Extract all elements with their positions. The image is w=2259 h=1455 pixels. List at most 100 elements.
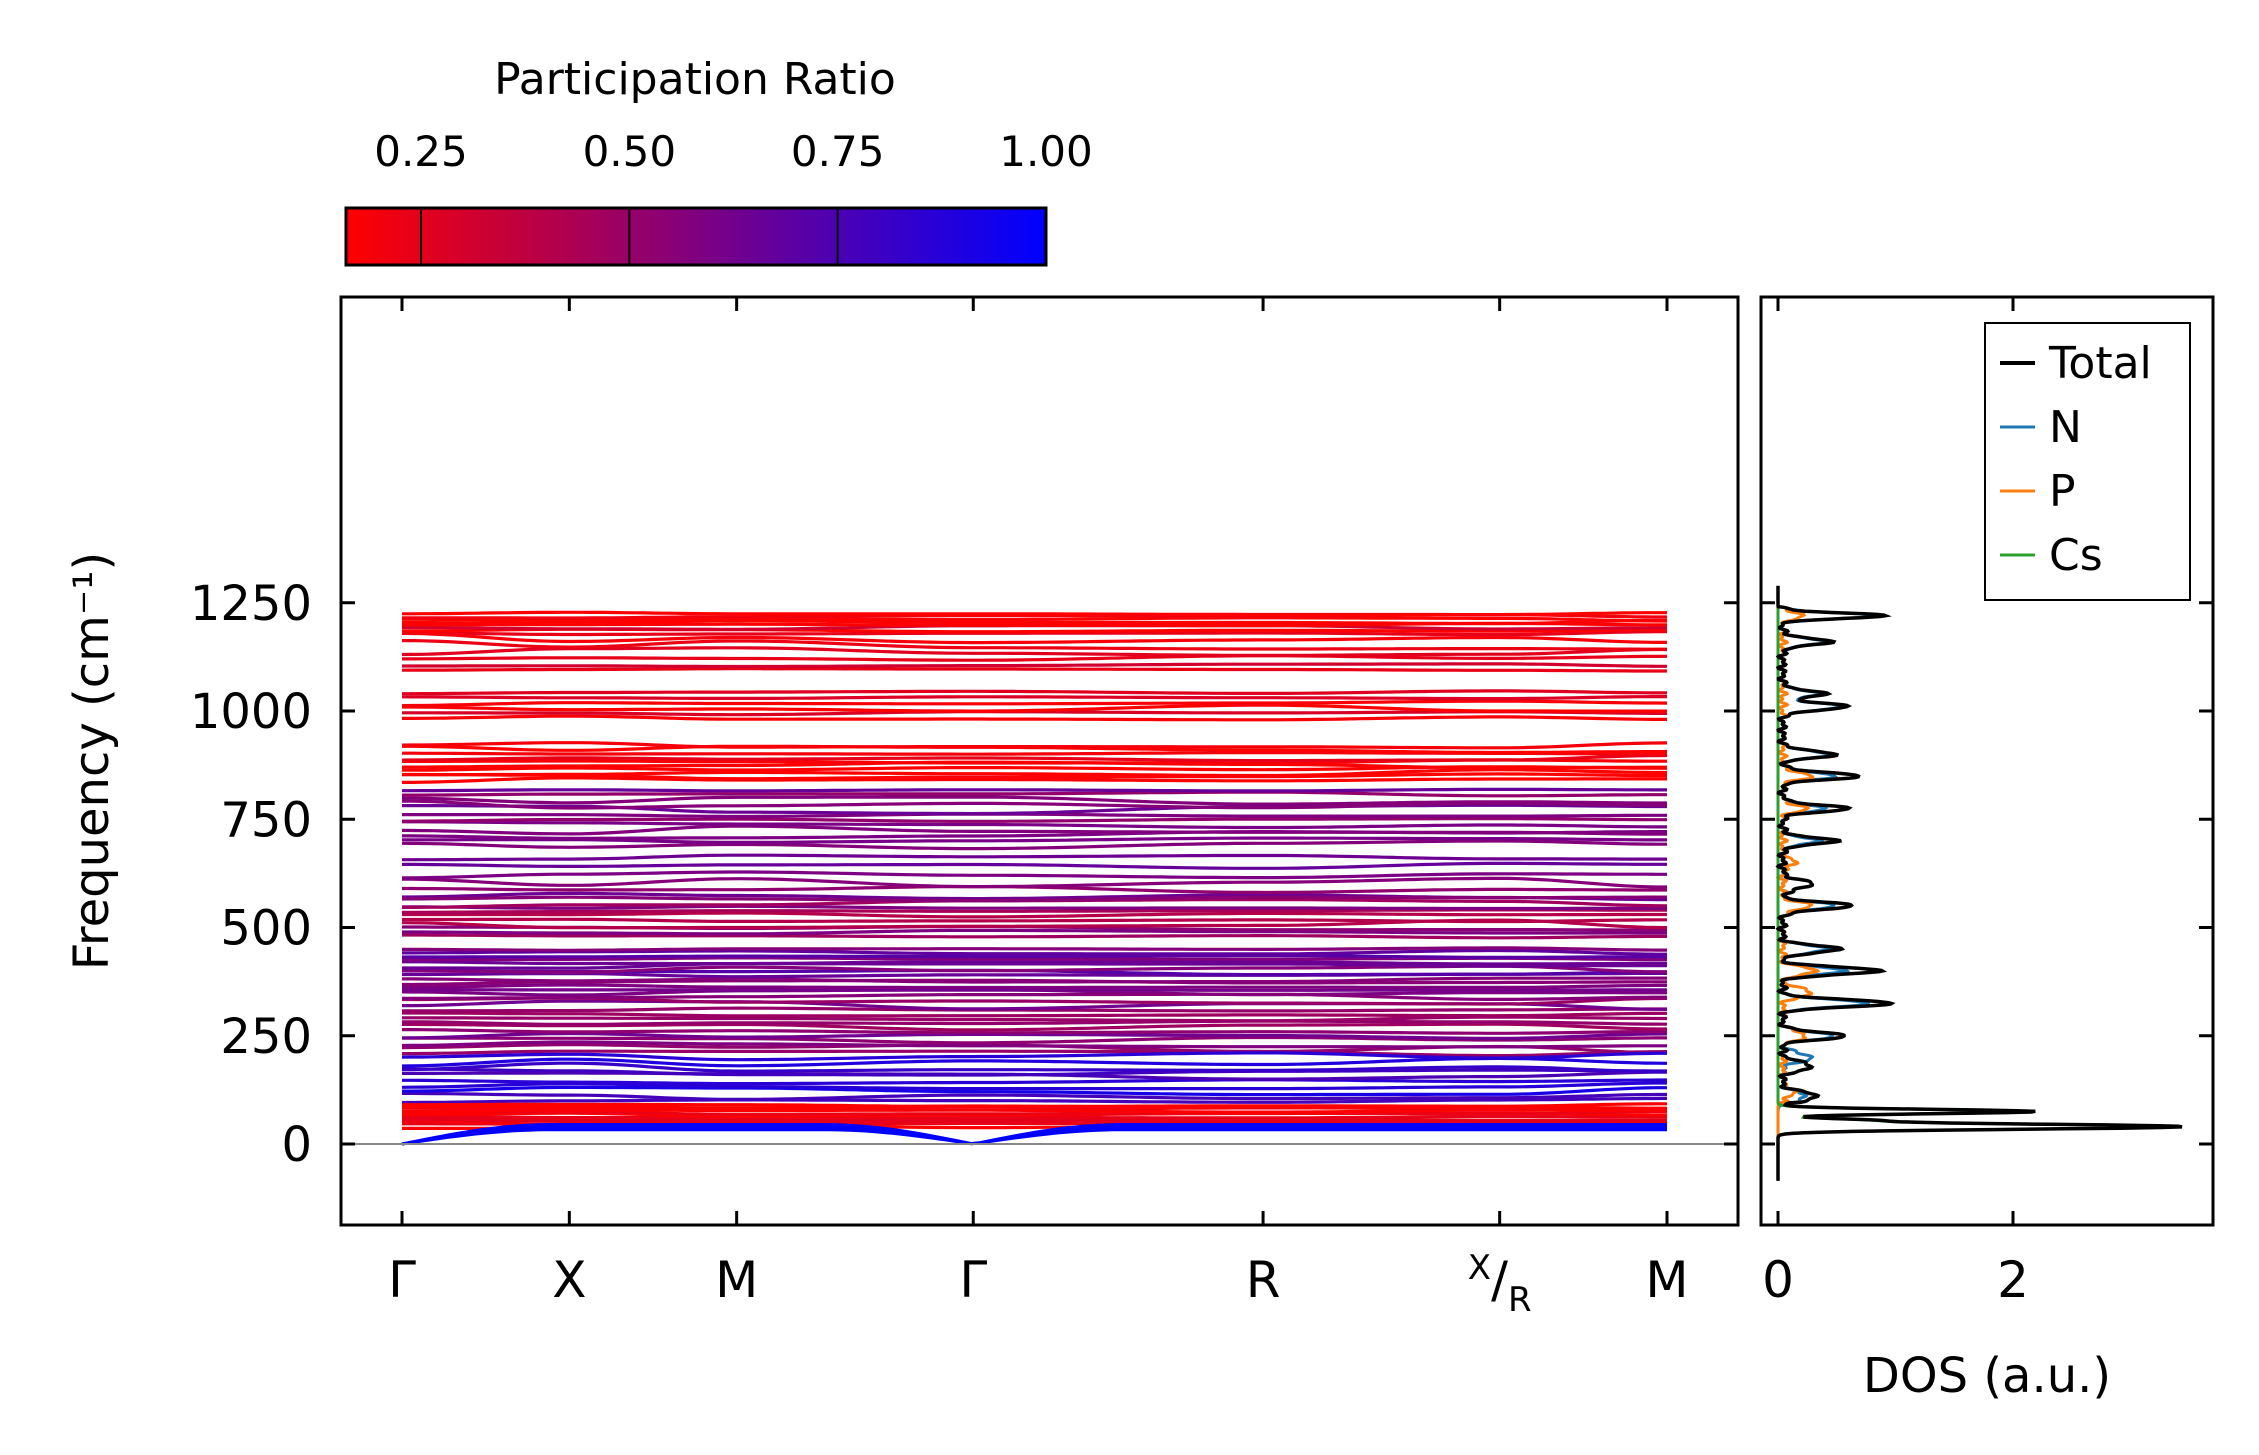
band-line	[402, 1091, 1667, 1101]
band-line	[402, 1019, 1668, 1026]
band-line	[402, 1031, 1668, 1040]
band-line	[402, 1061, 1668, 1074]
dos-x-tick-label: 0	[1762, 1251, 1794, 1309]
band-line	[402, 654, 1668, 662]
band-line	[402, 1035, 1667, 1045]
band-line	[402, 703, 1667, 713]
colorbar-tick-label: 0.25	[374, 127, 468, 176]
band-line	[401, 753, 1668, 763]
colorbar-tick-label: 1.00	[999, 127, 1093, 176]
band-line	[402, 1102, 1667, 1109]
legend-label-n: N	[2049, 402, 2082, 453]
band-line	[402, 768, 1667, 778]
colorbar: Participation Ratio 0.25 0.50 0.75 1.00	[344, 54, 1093, 267]
band-line	[401, 695, 1667, 701]
band-line	[402, 1028, 1667, 1035]
x-tick-label: M	[1645, 1251, 1688, 1309]
band-line	[402, 795, 1667, 806]
colorbar-gradient	[344, 206, 1048, 267]
x-tick-label: M	[715, 1251, 758, 1309]
dos-lines	[1775, 585, 2183, 1181]
y-tick-label: 250	[220, 1009, 312, 1065]
legend: Total NP Cs	[1984, 322, 2191, 601]
band-line	[401, 839, 1667, 851]
acoustic-band-line	[401, 1128, 1667, 1146]
y-tick-label: 500	[220, 901, 312, 957]
band-line	[402, 662, 1667, 669]
band-line	[402, 820, 1667, 830]
band-line	[402, 787, 1667, 793]
legend-label-p: P	[2049, 466, 2076, 517]
band-line	[402, 917, 1667, 924]
band-line	[401, 699, 1668, 708]
band-axes-frame	[339, 295, 1740, 1227]
y-tick-label: 0	[281, 1117, 312, 1173]
band-line	[402, 1078, 1667, 1086]
y-tick-label: 1000	[190, 684, 312, 740]
band-line	[402, 948, 1667, 956]
dos-curve-total	[1775, 585, 2183, 1181]
x-tick-label: X/R	[1468, 1248, 1532, 1320]
band-line	[402, 790, 1667, 798]
band-line	[402, 776, 1667, 784]
colorbar-title: Participation Ratio	[494, 54, 896, 105]
band-line	[402, 1067, 1667, 1077]
band-line	[402, 1096, 1668, 1105]
band-line	[402, 618, 1667, 626]
band-line	[402, 616, 1667, 623]
band-line	[401, 1051, 1667, 1062]
band-line	[402, 812, 1667, 819]
band-line	[402, 1114, 1667, 1120]
dos-x-tick-label: 2	[1997, 1251, 2029, 1309]
band-line	[402, 946, 1667, 952]
band-line	[402, 908, 1667, 914]
band-line	[402, 639, 1667, 651]
band-line	[402, 610, 1667, 617]
band-line	[402, 1011, 1668, 1018]
band-line	[402, 876, 1667, 889]
band-line	[402, 911, 1667, 919]
band-line	[401, 667, 1667, 673]
band-line	[402, 861, 1667, 870]
legend-label-total: Total	[2048, 338, 2152, 389]
band-line	[402, 714, 1667, 722]
band-line	[401, 824, 1667, 836]
band-line	[401, 904, 1667, 911]
band-line	[402, 983, 1667, 990]
band-line	[401, 1081, 1667, 1091]
band-line	[402, 853, 1667, 862]
band-panel: 0 250 500 750 1000 1250 Γ X M Γ R X/R M Frequency (c…	[64, 295, 1740, 1320]
x-tick-label: R	[1246, 1251, 1281, 1309]
band-line	[402, 988, 1668, 992]
band-line	[402, 928, 1667, 936]
band-line	[402, 870, 1667, 880]
band-axis-ticks: 0 250 500 750 1000 1250 Γ X M Γ R X/R M	[190, 297, 1738, 1320]
band-line	[402, 959, 1667, 966]
band-line	[402, 962, 1667, 970]
band-line	[402, 1109, 1667, 1116]
x-tick-label: Γ	[388, 1251, 416, 1309]
band-line	[402, 817, 1667, 823]
band-line	[401, 1040, 1667, 1049]
dos-axes-frame	[1759, 295, 2215, 1227]
band-line	[401, 631, 1667, 645]
band-line	[402, 1049, 1668, 1058]
y-tick-label: 1250	[190, 576, 312, 632]
band-line	[401, 630, 1667, 637]
x-tick-label: Γ	[959, 1251, 987, 1309]
band-line	[402, 836, 1667, 844]
colorbar-tick-label: 0.75	[791, 127, 885, 176]
band-line	[401, 895, 1667, 903]
band-line	[402, 1006, 1667, 1013]
dos-x-axis-label: DOS (a.u.)	[1863, 1348, 2111, 1404]
colorbar-tick-label: 0.50	[583, 127, 677, 176]
band-line	[402, 1015, 1667, 1023]
band-line	[402, 976, 1667, 984]
x-tick-label: X	[552, 1251, 586, 1309]
band-line	[401, 646, 1667, 657]
y-tick-label: 750	[220, 792, 312, 848]
band-line	[402, 992, 1667, 1001]
